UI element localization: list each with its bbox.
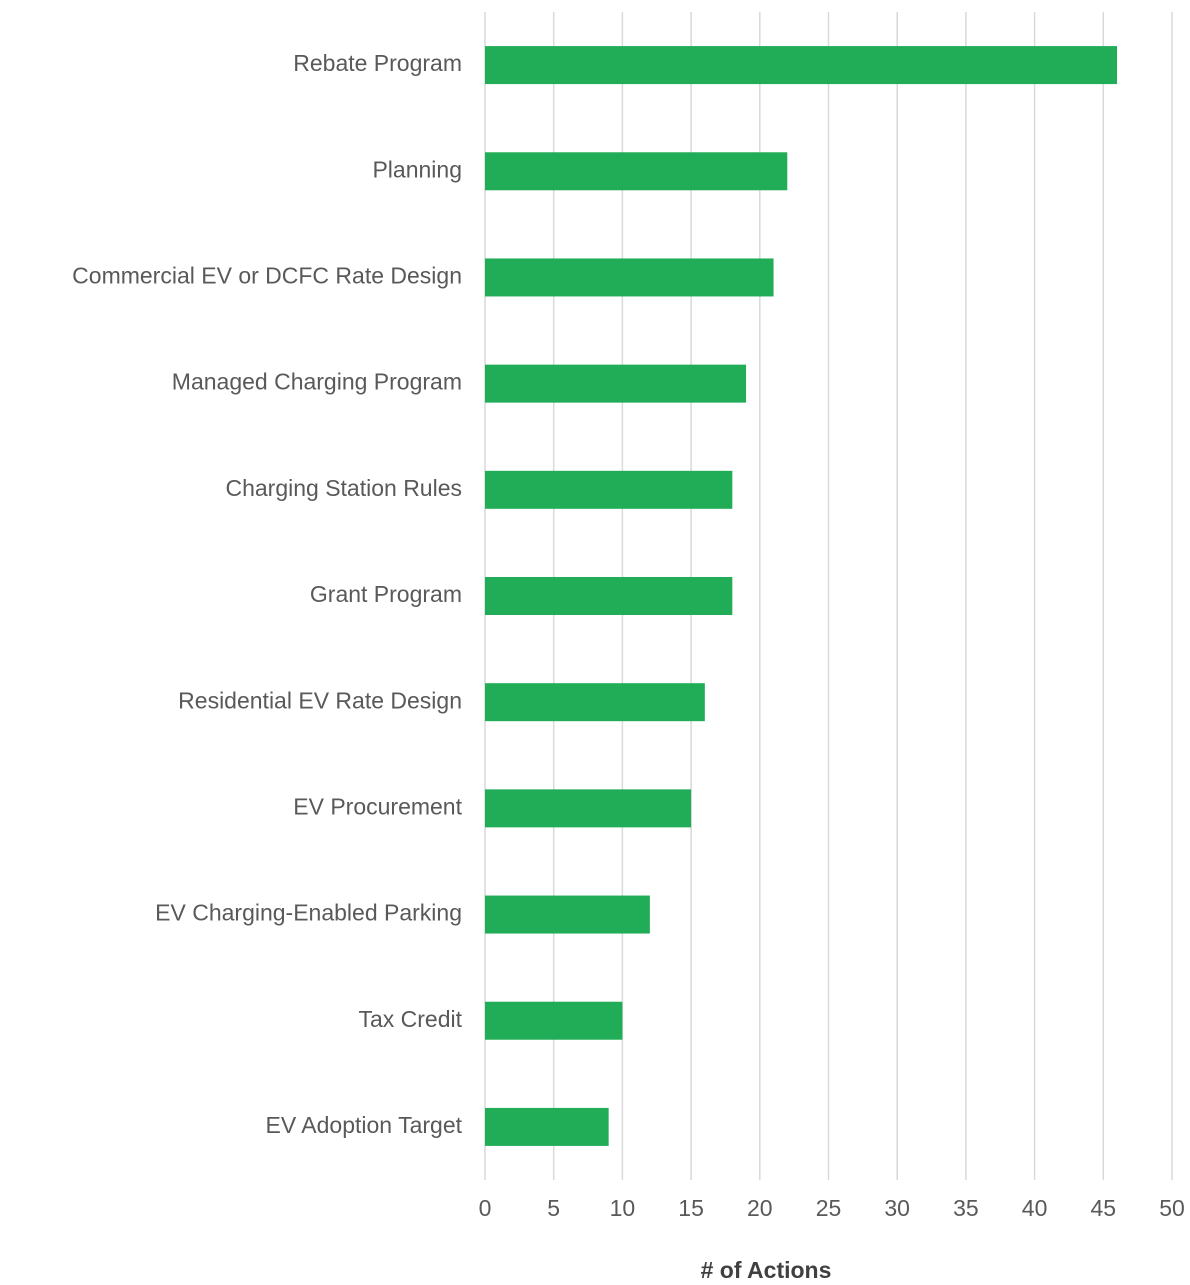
y-tick-label: Rebate Program [293,50,462,76]
bar [485,895,650,934]
y-tick-label: Planning [372,156,462,182]
x-tick-label: 40 [1022,1195,1048,1221]
y-tick-label: Commercial EV or DCFC Rate Design [72,263,462,289]
bar [485,470,733,509]
y-tick-label: Charging Station Rules [225,475,462,501]
x-tick-label: 10 [610,1195,636,1221]
y-tick-label: Tax Credit [358,1006,462,1032]
bar [485,789,692,828]
y-tick-label: Managed Charging Program [172,369,462,395]
bar [485,258,774,297]
bar [485,46,1118,85]
y-tick-label: Grant Program [310,581,462,607]
x-tick-label: 0 [479,1195,492,1221]
x-axis-label: # of Actions [701,1257,832,1283]
x-tick-label: 5 [547,1195,560,1221]
bar [485,1001,623,1040]
x-tick-label: 45 [1091,1195,1117,1221]
bar [485,364,747,403]
x-tick-label: 25 [816,1195,842,1221]
x-tick-label: 20 [747,1195,773,1221]
x-tick-label: 35 [953,1195,979,1221]
y-tick-label: EV Procurement [293,793,462,819]
y-tick-label: Residential EV Rate Design [178,687,462,713]
bar [485,683,705,722]
x-tick-label: 15 [678,1195,704,1221]
y-tick-label: EV Charging-Enabled Parking [155,900,462,926]
bar [485,152,788,191]
x-tick-label: 50 [1159,1195,1185,1221]
bar [485,577,733,615]
bar [485,1107,609,1146]
y-tick-label: EV Adoption Target [266,1112,463,1138]
x-tick-label: 30 [884,1195,910,1221]
